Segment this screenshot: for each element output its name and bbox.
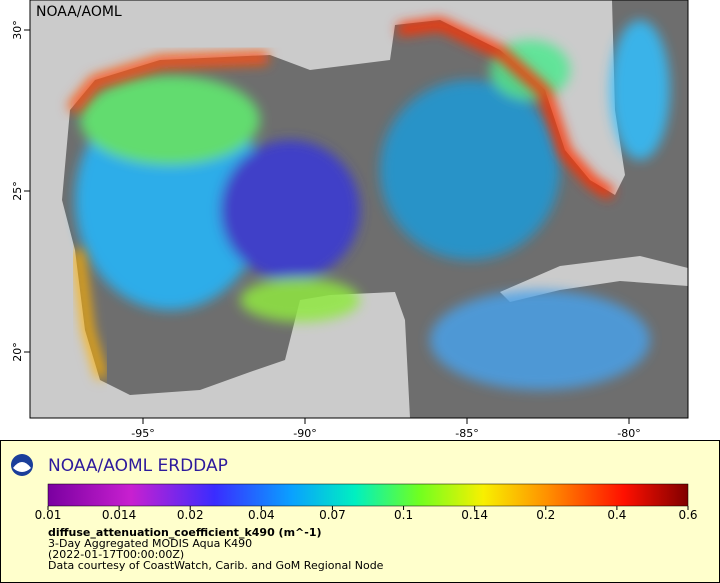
x-tick-label: -85° [455, 427, 478, 440]
x-tick-label: -90° [293, 427, 316, 440]
legend-panel [0, 440, 720, 583]
noaa-logo-bird [13, 462, 31, 472]
coastal-band [67, 52, 269, 114]
legend-line: 3-Day Aggregated MODIS Aqua K490 [48, 537, 252, 550]
coastal-band [397, 17, 616, 201]
legend-line: Data courtesy of CoastWatch, Carib. and … [48, 559, 384, 572]
y-tick-label: 30° [11, 20, 24, 40]
colorbar-tick-label: 0.6 [678, 508, 697, 522]
map: NOAA/AOML [30, 0, 688, 418]
coastal-band [73, 249, 107, 380]
map-frame [29, 0, 689, 419]
y-tick-label: 20° [11, 342, 24, 362]
legend-title: NOAA/AOML ERDDAP [48, 456, 228, 476]
colorbar-tick-label: 0.4 [607, 508, 626, 522]
k490-field [75, 20, 670, 390]
colorbar [47, 483, 689, 507]
variable-name: diffuse_attenuation_coefficient_k490 (m^… [48, 526, 322, 539]
x-tick-label: -80° [617, 427, 640, 440]
colorbar-tick-label: 0.02 [177, 508, 204, 522]
colorbar-tick-label: 0.07 [319, 508, 346, 522]
colorbar-tick-label: 0.04 [248, 508, 275, 522]
legend-line: (2022-01-17T00:00:00Z) [48, 548, 184, 561]
colorbar-ticks: 0.01 0.014 0.02 0.04 0.07 0.1 0.14 0.2 0.4 0.6 [35, 506, 698, 522]
colorbar-tick-label: 0.1 [394, 508, 413, 522]
colorbar-tick-label: 0.2 [536, 508, 555, 522]
axes: -95° -90° -85° -80° 30° 25° 20° [11, 20, 641, 440]
y-tick-label: 25° [11, 181, 24, 201]
x-tick-label: -95° [131, 427, 154, 440]
watermark: NOAA/AOML [36, 4, 122, 20]
colorbar-tick-label: 0.14 [461, 508, 488, 522]
colorbar-tick-label: 0.014 [102, 508, 136, 522]
colorbar-tick-label: 0.01 [35, 508, 62, 522]
